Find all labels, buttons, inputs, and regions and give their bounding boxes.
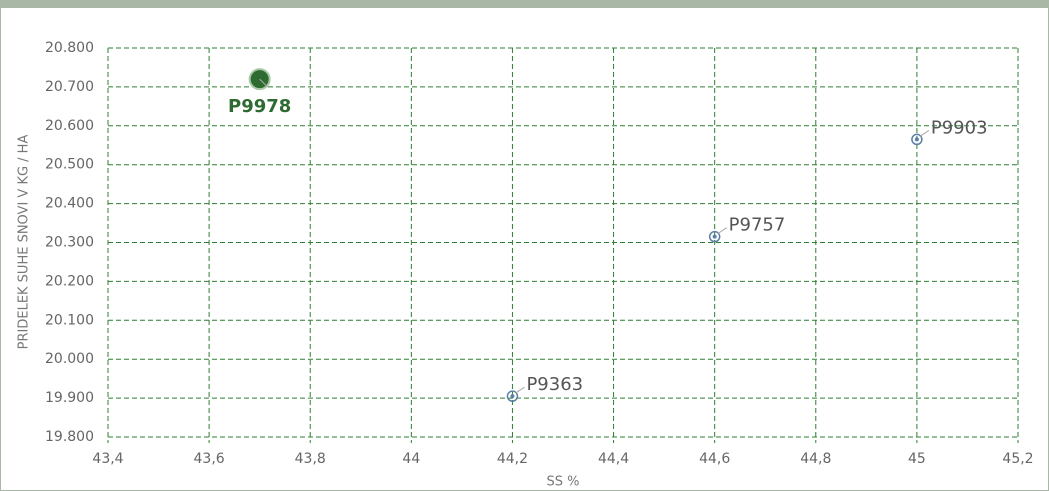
leader-line — [717, 227, 727, 235]
point-label: P9978 — [228, 96, 291, 117]
point — [506, 390, 519, 402]
x-tick-label: 45,2 — [1002, 451, 1033, 467]
point-core — [712, 234, 717, 239]
y-tick-label: 20.600 — [45, 118, 94, 134]
x-tick-label: 43,8 — [295, 451, 326, 467]
y-tick-label: 20.700 — [45, 79, 94, 95]
y-tick-label: 19.800 — [45, 429, 94, 445]
y-axis-title: PRIDELEK SUHE SNOVI V KG / HA — [17, 135, 32, 350]
x-tick-label: 44 — [402, 451, 420, 467]
header-strip — [0, 0, 1049, 8]
point-core — [510, 394, 515, 399]
y-tick-label: 20.300 — [45, 235, 94, 251]
x-tick-label: 44,2 — [497, 451, 528, 467]
x-tick-label: 45 — [908, 451, 926, 467]
point-label: P9363 — [526, 374, 583, 395]
y-tick-label: 20.500 — [45, 157, 94, 173]
x-tick-label: 44,4 — [598, 451, 629, 467]
point — [708, 230, 721, 243]
x-tick-label: 44,6 — [699, 451, 730, 467]
point-label: P9903 — [931, 117, 988, 138]
y-tick-label: 20.200 — [45, 273, 94, 289]
x-tick-label: 43,6 — [194, 451, 225, 467]
x-tick-label: 43,4 — [92, 451, 123, 467]
y-tick-label: 20.100 — [45, 312, 94, 328]
leader-line — [919, 129, 930, 137]
y-tick-label: 20.400 — [45, 196, 94, 212]
point-label: P9757 — [729, 215, 786, 236]
x-axis-title: SS % — [547, 475, 580, 490]
point — [911, 133, 923, 146]
leader-line — [515, 386, 525, 394]
x-tick-label: 44,8 — [800, 451, 831, 467]
y-tick-label: 19.900 — [45, 390, 94, 406]
leader-line — [259, 78, 269, 88]
y-tick-label: 20.000 — [45, 351, 94, 367]
y-tick-label: 20.800 — [45, 40, 94, 56]
point-core — [914, 137, 919, 142]
